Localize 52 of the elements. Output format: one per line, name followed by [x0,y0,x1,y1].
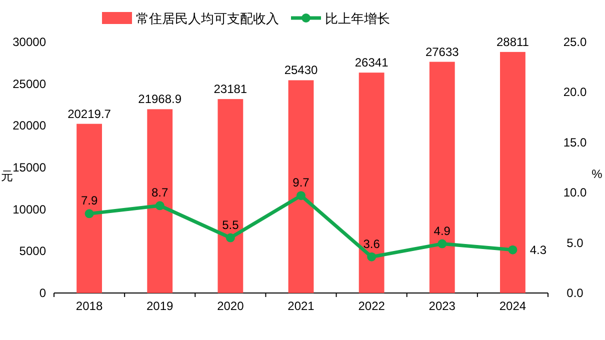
data-label: 8.7 [152,186,169,200]
point [84,209,94,218]
data-label: 28811 [496,34,530,49]
y2-tick-label: 15.0 [563,135,587,150]
data-label: 4.9 [434,224,451,238]
bar [358,72,384,293]
x-tick-label: 2022 [358,299,386,313]
data-label: 21968.9 [138,92,182,106]
data-label: 25430 [284,63,318,78]
point [508,245,518,254]
legend-label: 比上年增长 [325,11,390,26]
data-label: 20219.7 [68,106,112,121]
x-tick-label: 2021 [288,299,315,313]
y2-tick-label: 20.0 [563,85,587,100]
data-label: 3.6 [363,236,380,251]
y2-axis-title: % [592,167,603,181]
legend-label: 常住居民人均可支配收入 [136,11,279,26]
bar [500,52,526,293]
y-tick-label: 20000 [12,118,46,133]
y-tick-label: 30000 [12,35,46,49]
y-tick-label: 0 [39,286,46,300]
point [226,233,235,242]
y-tick-label: 25000 [12,76,46,91]
y-tick-label: 15000 [12,160,46,174]
point [438,239,447,248]
y2-tick-label: 10.0 [563,186,587,200]
x-tick-label: 2020 [217,299,244,313]
point [367,252,376,262]
data-label: 7.9 [80,194,98,208]
y-tick-label: 5000 [19,244,46,258]
y2-tick-label: 5.0 [566,236,584,250]
data-label: 5.5 [222,218,240,232]
x-tick-label: 2019 [146,299,174,313]
y-tick-label: 10000 [12,202,46,216]
y2-tick-label: 25.0 [563,35,587,49]
data-label: 23181 [214,82,248,96]
bar [218,99,244,293]
data-label: 26341 [354,56,389,70]
y-axis-title: 元 [1,169,13,183]
bar [147,109,173,293]
x-tick-label: 2024 [499,299,526,313]
y2-tick-label: 0.0 [566,286,584,300]
x-tick-label: 2023 [428,299,456,313]
point [155,201,164,210]
bar [429,62,455,293]
data-label: 27633 [425,44,460,59]
data-label: 9.7 [292,176,310,190]
point [296,191,306,200]
bar [76,124,102,293]
data-label: 4.3 [530,242,547,257]
bar [288,80,314,293]
x-tick-label: 2018 [76,299,103,313]
